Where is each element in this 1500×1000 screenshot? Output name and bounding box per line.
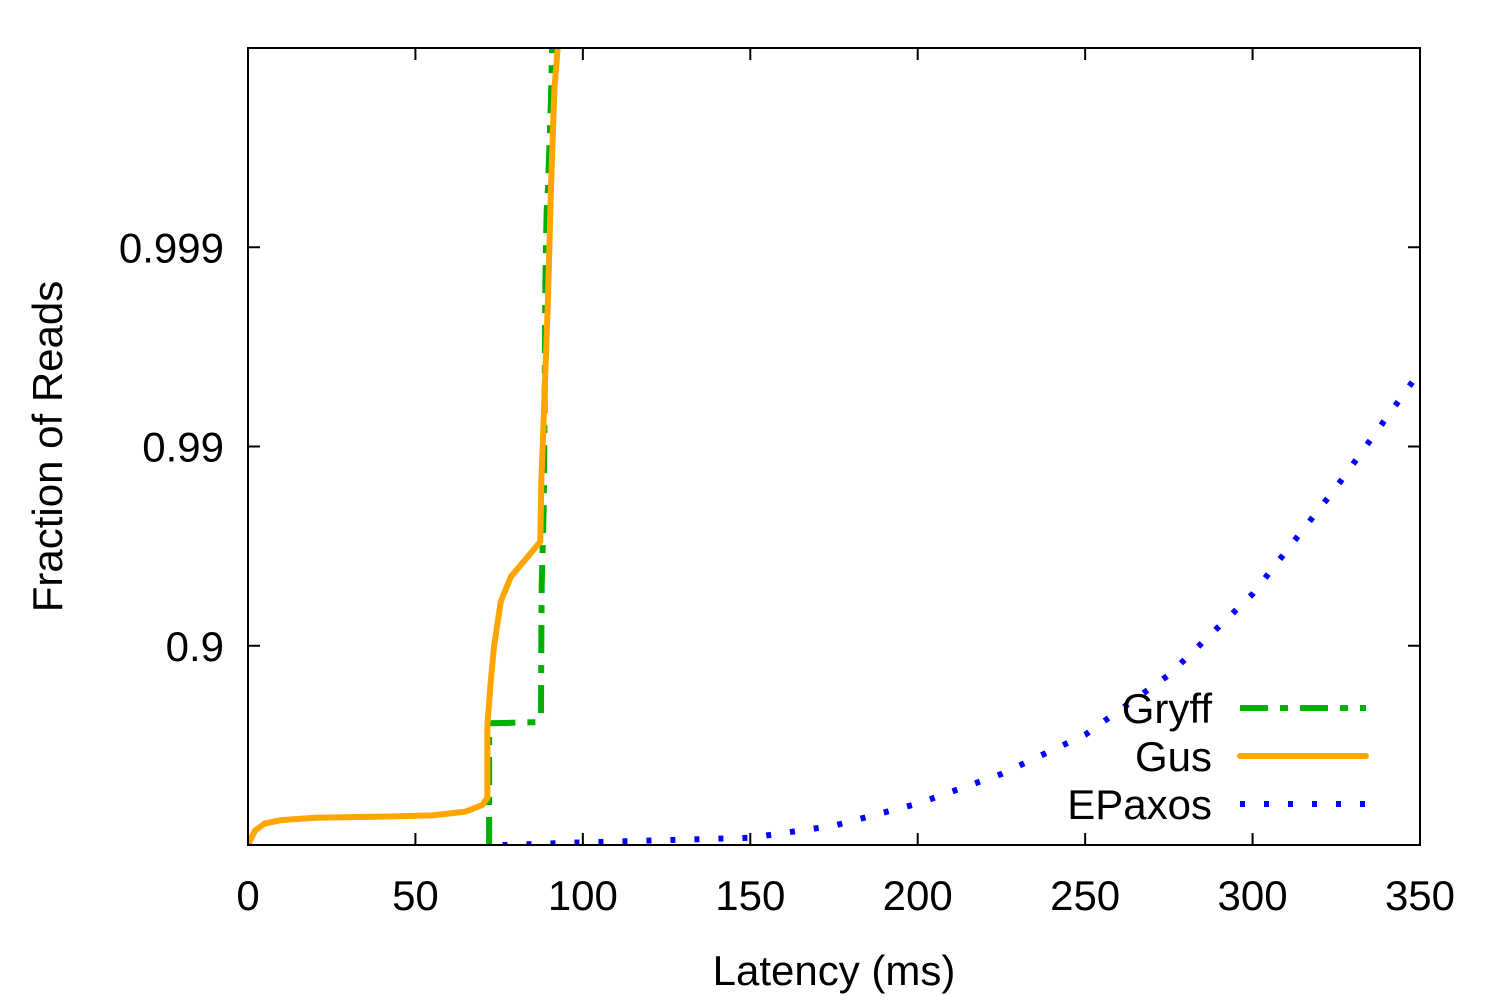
y-tick-label: 0.9	[166, 623, 224, 670]
legend-label-gryff: Gryff	[1122, 685, 1213, 732]
legend-label-gus: Gus	[1135, 733, 1212, 780]
axis-ticks	[247, 48, 1421, 845]
x-tick-label: 150	[715, 872, 785, 919]
legend-label-epaxos: EPaxos	[1067, 781, 1212, 828]
series-line-gus	[248, 48, 561, 845]
x-tick-label: 350	[1385, 872, 1455, 919]
x-tick-label: 300	[1218, 872, 1288, 919]
y-axis-label: Fraction of Reads	[24, 281, 71, 613]
x-tick-label: 50	[392, 872, 439, 919]
series-line-epaxos	[502, 369, 1420, 845]
series-layer	[248, 48, 1420, 845]
y-tick-label: 0.99	[142, 424, 224, 471]
x-axis-label: Latency (ms)	[713, 947, 956, 994]
plot-frame	[247, 47, 1421, 846]
x-tick-label: 250	[1050, 872, 1120, 919]
x-tick-label: 0	[236, 872, 259, 919]
x-tick-label: 100	[548, 872, 618, 919]
x-tick-label: 200	[883, 872, 953, 919]
y-tick-label: 0.999	[119, 224, 224, 271]
tick-labels: 0 50 100 150 200 250 300 350 0.9 0.99 0.999	[119, 224, 1455, 919]
